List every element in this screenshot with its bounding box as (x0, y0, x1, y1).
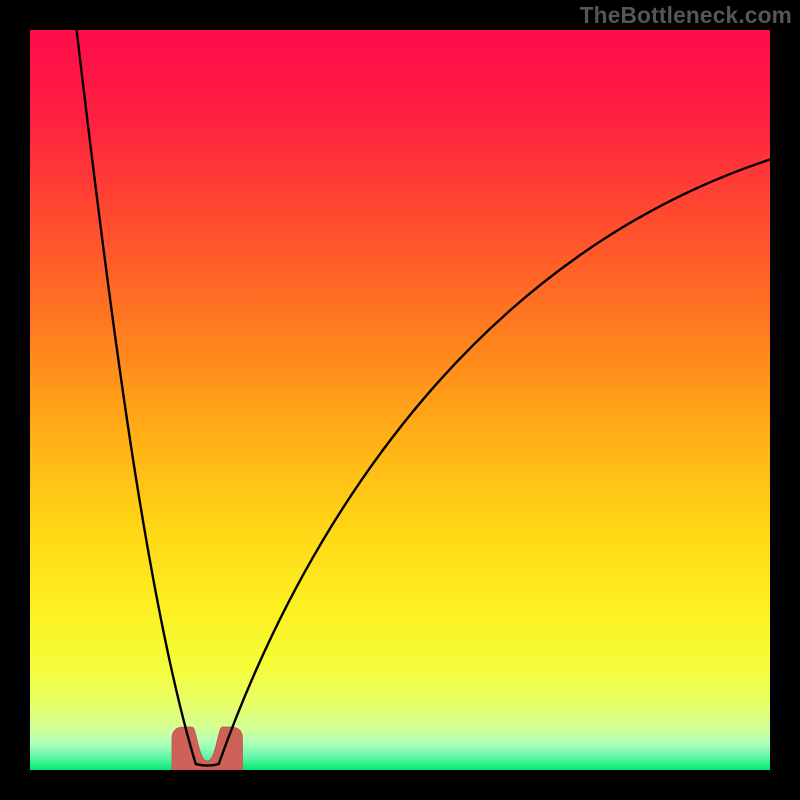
chart-svg (0, 0, 800, 800)
watermark-text: TheBottleneck.com (580, 2, 792, 29)
chart-stage: TheBottleneck.com (0, 0, 800, 800)
gradient-background (30, 30, 770, 770)
